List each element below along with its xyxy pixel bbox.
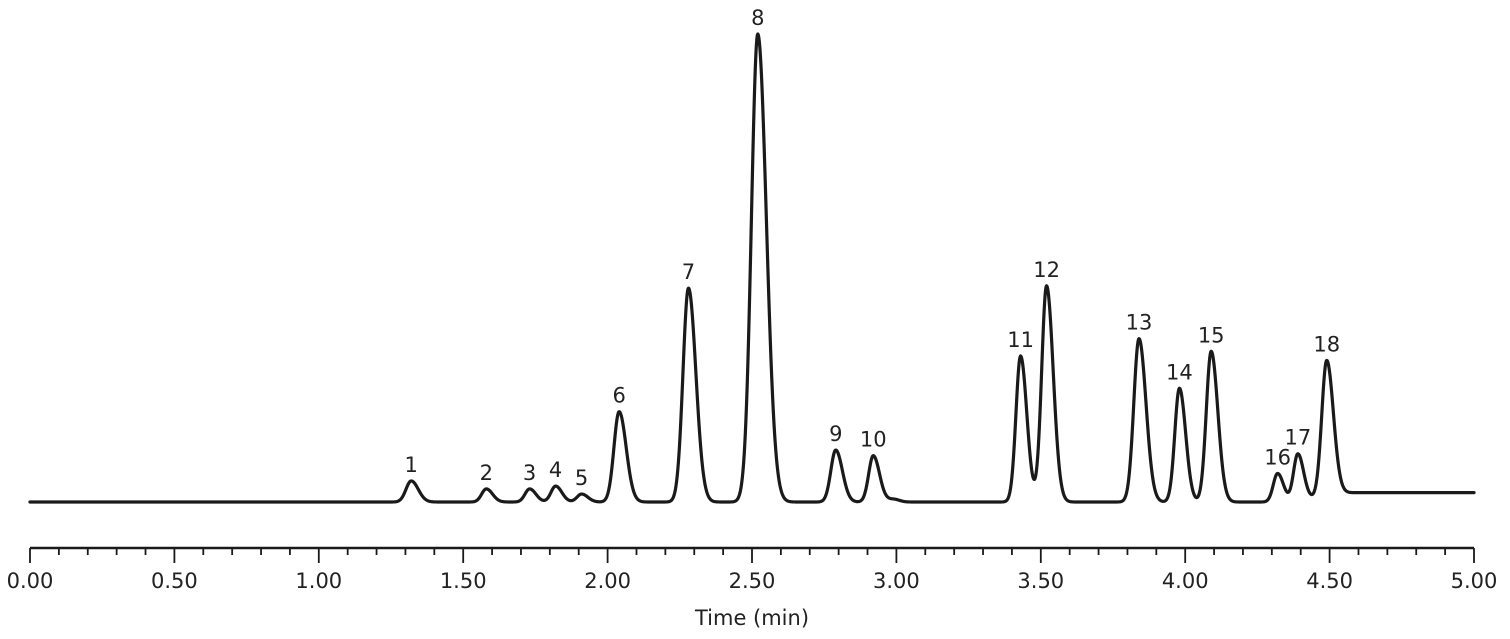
peak-label: 1: [405, 453, 418, 477]
x-tick-label: 2.00: [584, 569, 631, 593]
x-tick-label: 0.00: [7, 569, 54, 593]
peak-label: 10: [860, 428, 887, 452]
peak-label: 13: [1126, 311, 1153, 335]
peak-label: 7: [682, 260, 695, 284]
x-tick-label: 4.50: [1306, 569, 1353, 593]
x-axis-tick-labels: 0.00 0.50 1.00 1.50 2.00 2.50 3.00 3.50 4.00 4.50…: [7, 569, 1498, 593]
peak-label: 2: [480, 461, 493, 485]
peak-label: 14: [1166, 360, 1193, 384]
x-tick-label: 5.00: [1451, 569, 1498, 593]
peak-label: 11: [1007, 328, 1034, 352]
peak-label: 12: [1033, 258, 1060, 282]
x-tick-label: 4.00: [1162, 569, 1209, 593]
peak-label: 17: [1284, 426, 1311, 450]
x-axis-title: Time (min): [694, 606, 809, 630]
x-tick-label: 0.50: [151, 569, 198, 593]
x-tick-label: 1.50: [440, 569, 487, 593]
x-axis-ticks: [29, 548, 1475, 563]
x-tick-label: 3.50: [1017, 569, 1064, 593]
x-tick-label: 1.00: [295, 569, 342, 593]
x-tick-label: 3.00: [873, 569, 920, 593]
peak-label: 6: [612, 384, 625, 408]
chromatogram-trace: [28, 32, 1476, 504]
peak-label: 8: [751, 6, 764, 30]
peak-label: 5: [575, 466, 588, 490]
peak-label: 15: [1198, 323, 1225, 347]
peak-label: 18: [1313, 332, 1340, 356]
peak-label: 3: [523, 461, 536, 485]
x-axis: 0.00 0.50 1.00 1.50 2.00 2.50 3.00 3.50 4.00 4.50…: [7, 546, 1498, 630]
peak-label: 16: [1264, 445, 1291, 469]
peak-label: 9: [829, 422, 842, 446]
peak-label: 4: [549, 458, 562, 482]
x-tick-label: 2.50: [729, 569, 776, 593]
